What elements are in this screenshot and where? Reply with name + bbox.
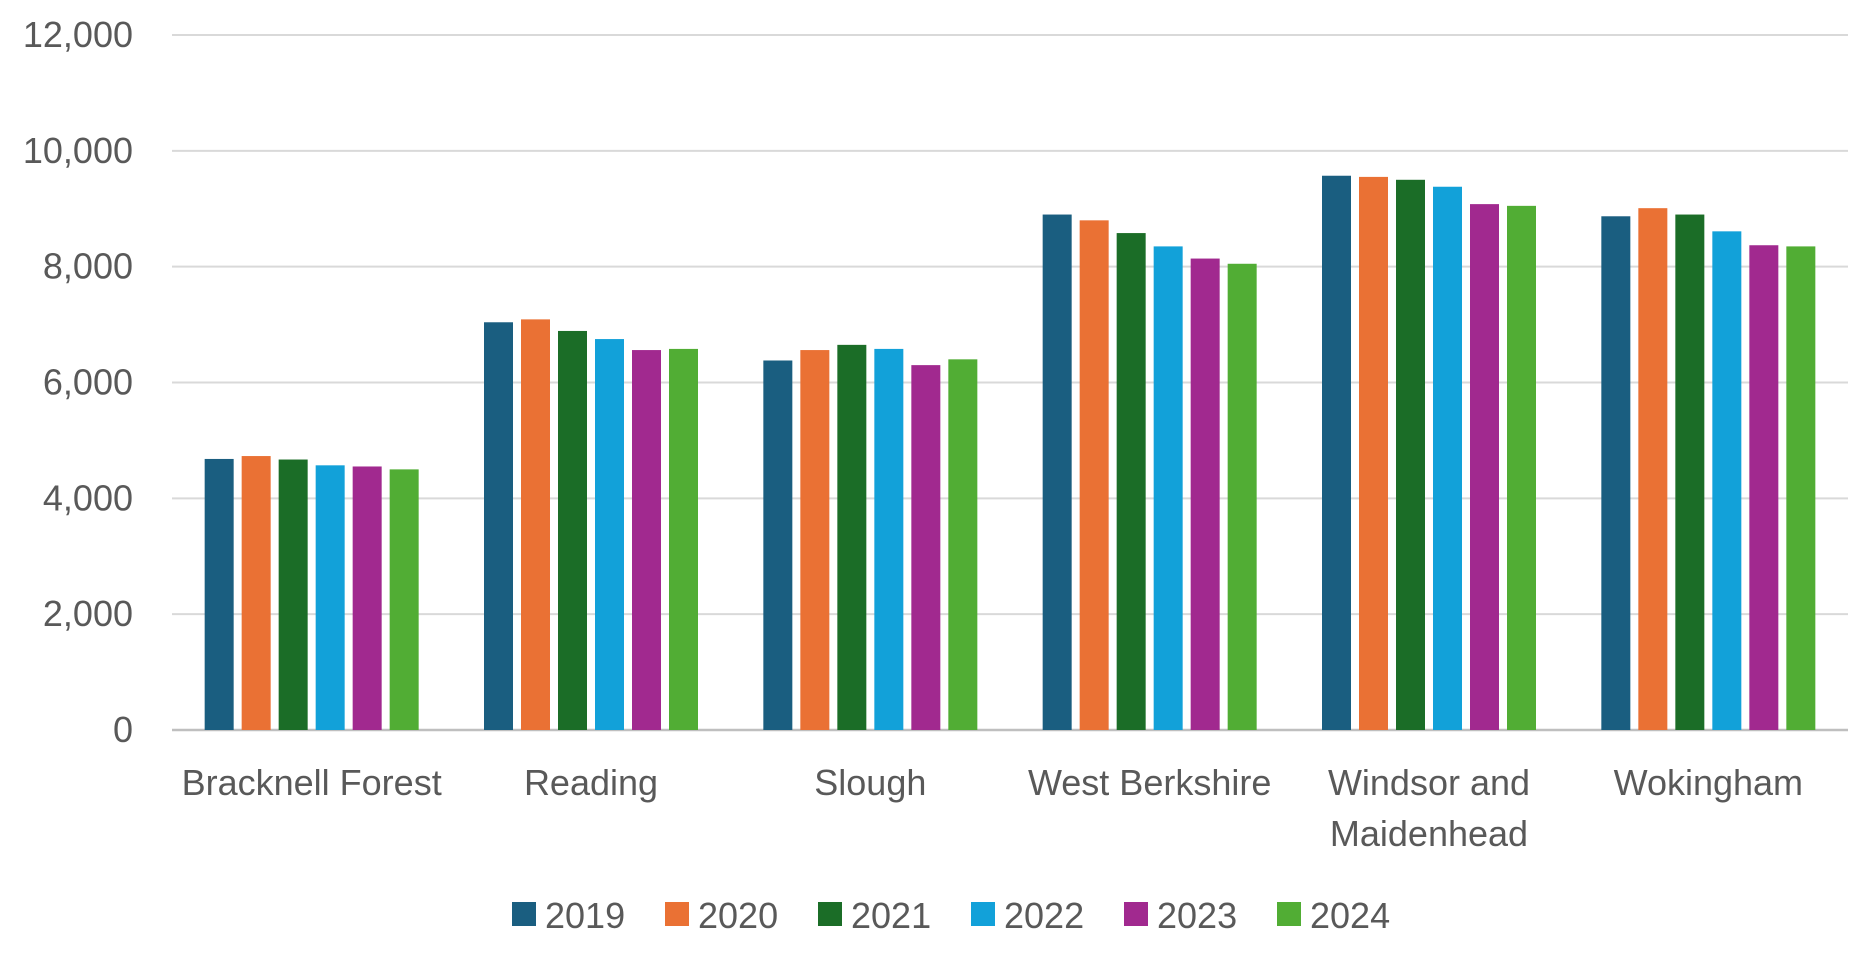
bar-2019	[763, 360, 793, 730]
legend-swatch-2024	[1277, 902, 1301, 926]
y-tick-label: 6,000	[43, 362, 133, 403]
bar-2024	[1786, 246, 1816, 731]
bar-2022	[1153, 246, 1183, 731]
legend-swatch-2021	[818, 902, 842, 926]
category-label: Maidenhead	[1330, 813, 1528, 854]
category-label: Bracknell Forest	[182, 762, 442, 803]
bar-2021	[1675, 214, 1705, 730]
bar-2023	[911, 365, 941, 730]
bar-2024	[1507, 205, 1536, 730]
bar-2021	[837, 344, 867, 730]
bar-2022	[1433, 186, 1462, 730]
bar-2022	[315, 465, 345, 730]
bar-2022	[1712, 231, 1742, 730]
legend-swatch-2022	[971, 902, 995, 926]
gridlines	[172, 34, 1848, 732]
bar-2021	[558, 330, 587, 730]
bar-2023	[1470, 204, 1499, 730]
bar-2023	[1749, 245, 1779, 731]
bar-2022	[874, 348, 904, 730]
bar-2024	[389, 469, 419, 730]
y-tick-label: 0	[113, 709, 133, 750]
bar-2024	[948, 359, 978, 730]
legend-label: 2020	[698, 895, 778, 936]
bar-2019	[1042, 214, 1072, 730]
bar-2024	[1227, 263, 1257, 730]
y-tick-label: 10,000	[23, 130, 133, 171]
bar-2020	[1359, 176, 1388, 731]
category-label: Slough	[814, 762, 926, 803]
category-label: West Berkshire	[1028, 762, 1271, 803]
bar-2021	[1396, 179, 1425, 730]
legend-swatch-2019	[512, 902, 536, 926]
bar-2020	[241, 456, 271, 730]
bar-2023	[352, 466, 382, 730]
legend-label: 2024	[1310, 895, 1390, 936]
category-label: Wokingham	[1614, 762, 1803, 803]
bar-2019	[1322, 175, 1351, 731]
bar-2022	[595, 339, 624, 730]
legend-swatch-2020	[665, 902, 689, 926]
y-tick-label: 2,000	[43, 593, 133, 634]
y-tick-label: 8,000	[43, 246, 133, 287]
bar-2019	[1601, 216, 1631, 730]
bar-2023	[632, 350, 661, 730]
legend-label: 2021	[851, 895, 931, 936]
x-axis-categories: Bracknell Forest Reading Slough West Berksh…	[182, 762, 1803, 854]
bar-2020	[521, 319, 550, 730]
bar-2021	[1116, 233, 1146, 730]
category-label: Reading	[524, 762, 658, 803]
bar-2020	[1638, 208, 1668, 730]
y-axis-ticks: 0 2,000 4,000 6,000 8,000 10,000 12,000	[23, 14, 133, 750]
legend: 2019 2020 2021 2022 2023 2024	[512, 895, 1390, 936]
y-tick-label: 12,000	[23, 14, 133, 55]
bar-2019	[204, 458, 234, 730]
category-label: Windsor and	[1328, 762, 1530, 803]
bars	[204, 175, 1816, 731]
legend-label: 2019	[545, 895, 625, 936]
bar-2020	[800, 350, 830, 730]
legend-label: 2023	[1157, 895, 1237, 936]
y-tick-label: 4,000	[43, 477, 133, 518]
bar-2019	[484, 322, 513, 730]
bar-2021	[278, 459, 308, 730]
bar-2020	[1079, 220, 1109, 731]
legend-swatch-2023	[1124, 902, 1148, 926]
bar-2024	[669, 348, 698, 730]
legend-label: 2022	[1004, 895, 1084, 936]
bar-2023	[1190, 258, 1220, 730]
